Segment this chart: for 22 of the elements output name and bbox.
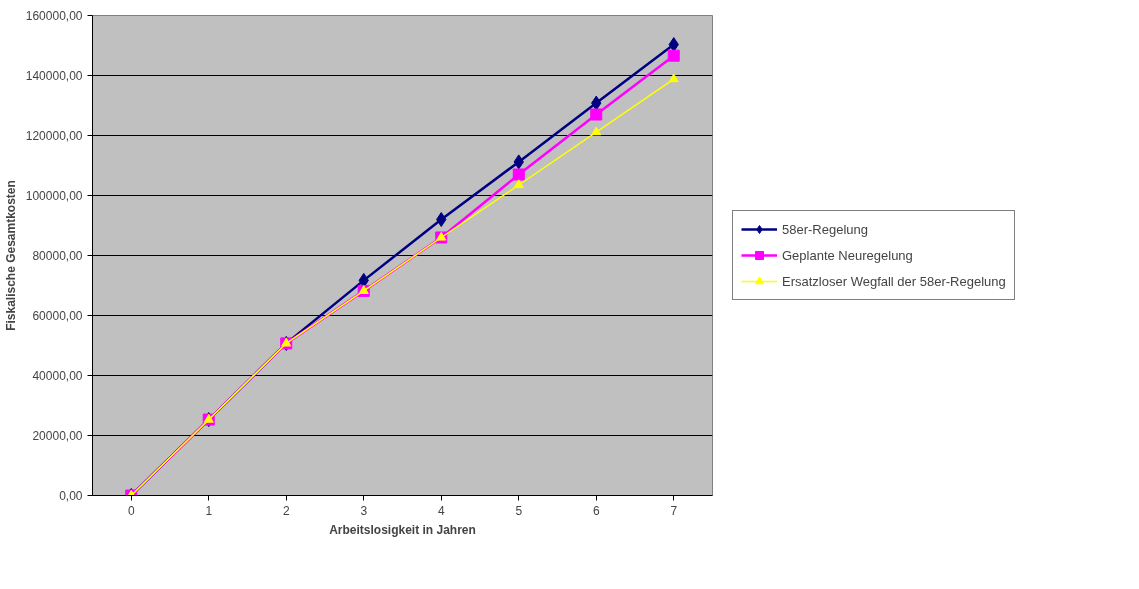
- x-axis-title: Arbeitslosigkeit in Jahren: [329, 522, 476, 537]
- x-tick-label: 5: [515, 503, 523, 518]
- x-tick-label: 2: [282, 503, 290, 518]
- y-axis-title: Fiskalische Gesamtkosten: [3, 180, 18, 331]
- y-tick-label: 120000,00: [25, 129, 83, 143]
- legend-label: 58er-Regelung: [782, 221, 869, 237]
- y-tick-label: 100000,00: [25, 189, 83, 203]
- y-tick-label: 80000,00: [32, 249, 83, 263]
- x-tick-label: 3: [360, 503, 368, 518]
- y-tick-label: 160000,00: [25, 9, 83, 23]
- x-tick-label: 7: [670, 503, 678, 518]
- y-tick-label: 0,00: [59, 489, 83, 503]
- y-tick-label: 60000,00: [32, 309, 83, 323]
- x-tick-label: 0: [127, 503, 135, 518]
- x-tick-label: 6: [592, 503, 600, 518]
- y-tick-label: 140000,00: [25, 69, 83, 83]
- y-tick-label: 20000,00: [32, 429, 83, 443]
- y-tick-label: 40000,00: [32, 369, 83, 383]
- legend-label: Geplante Neuregelung: [782, 247, 913, 263]
- x-tick-label: 1: [205, 503, 213, 518]
- x-tick-label: 4: [437, 503, 445, 518]
- legend-label: Ersatzloser Wegfall der 58er-Regelung: [782, 273, 1006, 289]
